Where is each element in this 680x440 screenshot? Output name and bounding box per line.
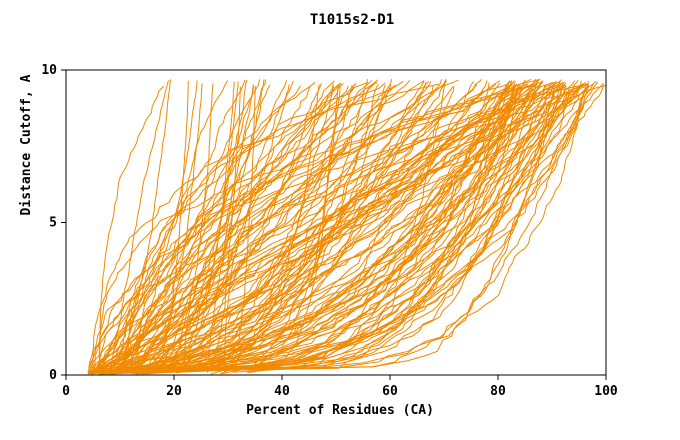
model-curve [92, 84, 392, 375]
model-curve [87, 79, 411, 375]
model-curve [90, 84, 583, 372]
model-curve [168, 85, 589, 373]
model-curve [131, 84, 551, 374]
model-curve [98, 85, 301, 372]
model-curve [94, 84, 546, 374]
model-curve [103, 80, 287, 374]
x-tick-label: 40 [274, 384, 290, 399]
model-curve [124, 81, 316, 372]
model-curve [224, 86, 311, 373]
model-curve [95, 82, 501, 373]
model-curve [88, 86, 567, 374]
model-curve [113, 84, 554, 374]
model-curve [93, 82, 556, 373]
model-curve [248, 80, 430, 372]
model-curve [145, 79, 379, 373]
model-curve [210, 85, 256, 375]
x-tick-label: 20 [166, 384, 182, 399]
model-curve [100, 79, 172, 373]
model-curve [146, 82, 587, 372]
model-curve [113, 78, 532, 373]
model-curve [115, 86, 255, 373]
model-curve [97, 80, 425, 372]
model-curve [99, 86, 164, 373]
model-curve [121, 83, 379, 374]
x-tick-label: 0 [62, 384, 70, 399]
model-curve [95, 81, 378, 373]
model-curve [90, 83, 588, 375]
plot-content: 0 20 40 60 80 100 0 5 10 [41, 63, 618, 399]
model-curve [114, 86, 454, 373]
model-curve [90, 85, 349, 375]
model-curve [87, 83, 322, 373]
model-curve [111, 85, 576, 374]
model-curve [143, 82, 604, 372]
model-curve [139, 83, 529, 372]
model-curve [92, 83, 439, 372]
model-curve [131, 81, 543, 374]
model-curve [135, 80, 582, 375]
model-curve [127, 82, 386, 372]
model-curve [122, 84, 514, 373]
model-curve [90, 81, 516, 375]
model-curve [206, 84, 254, 373]
model-curve [164, 80, 294, 374]
model-curve [219, 79, 393, 375]
model-curve [93, 80, 576, 372]
model-curve [121, 80, 579, 373]
model-curve [122, 82, 490, 372]
model-curve [98, 81, 544, 372]
model-curve [176, 84, 521, 374]
y-axis-label: Distance Cutoff, A [19, 74, 34, 215]
model-curve [177, 85, 335, 372]
model-curve [89, 84, 510, 373]
model-curve [129, 80, 404, 372]
model-curve [131, 84, 561, 373]
model-curve [110, 83, 563, 375]
model-curve [133, 80, 189, 372]
model-curve [109, 80, 169, 373]
model-curve [104, 84, 320, 373]
model-curve [127, 83, 518, 373]
model-curve [138, 83, 203, 373]
model-curve [117, 82, 513, 373]
y-tick-label: 0 [49, 368, 57, 383]
x-axis-label: Percent of Residues (CA) [246, 403, 434, 418]
model-curve [118, 79, 526, 373]
y-tick-label: 10 [41, 63, 57, 78]
model-curve [88, 79, 459, 374]
model-curve [101, 81, 474, 374]
model-curve [118, 81, 565, 372]
model-curve [115, 79, 265, 373]
model-curve [206, 86, 241, 373]
x-tick-label: 60 [382, 384, 398, 399]
model-curve [118, 82, 510, 374]
model-curve [89, 79, 540, 374]
model-curve [103, 85, 455, 373]
model-curve [137, 78, 541, 373]
model-curve [134, 84, 528, 374]
model-curve [119, 84, 356, 373]
y-tick-label: 5 [49, 216, 57, 231]
model-curve [122, 85, 396, 372]
model-curve [182, 85, 523, 373]
model-curve [94, 84, 581, 372]
model-curve [95, 81, 432, 374]
model-curve [135, 83, 590, 373]
x-tick-label: 100 [594, 384, 618, 399]
chart-title: T1015s2-D1 [310, 12, 394, 28]
model-curve [129, 81, 235, 374]
model-curve [103, 84, 547, 373]
model-curve [89, 79, 246, 374]
model-curve [125, 84, 588, 374]
model-curve [87, 81, 589, 373]
model-curve [131, 84, 517, 374]
model-curve [126, 80, 561, 374]
model-curve [96, 86, 586, 372]
x-tick-label: 80 [490, 384, 506, 399]
model-curve [90, 84, 478, 373]
model-curve [103, 84, 353, 374]
